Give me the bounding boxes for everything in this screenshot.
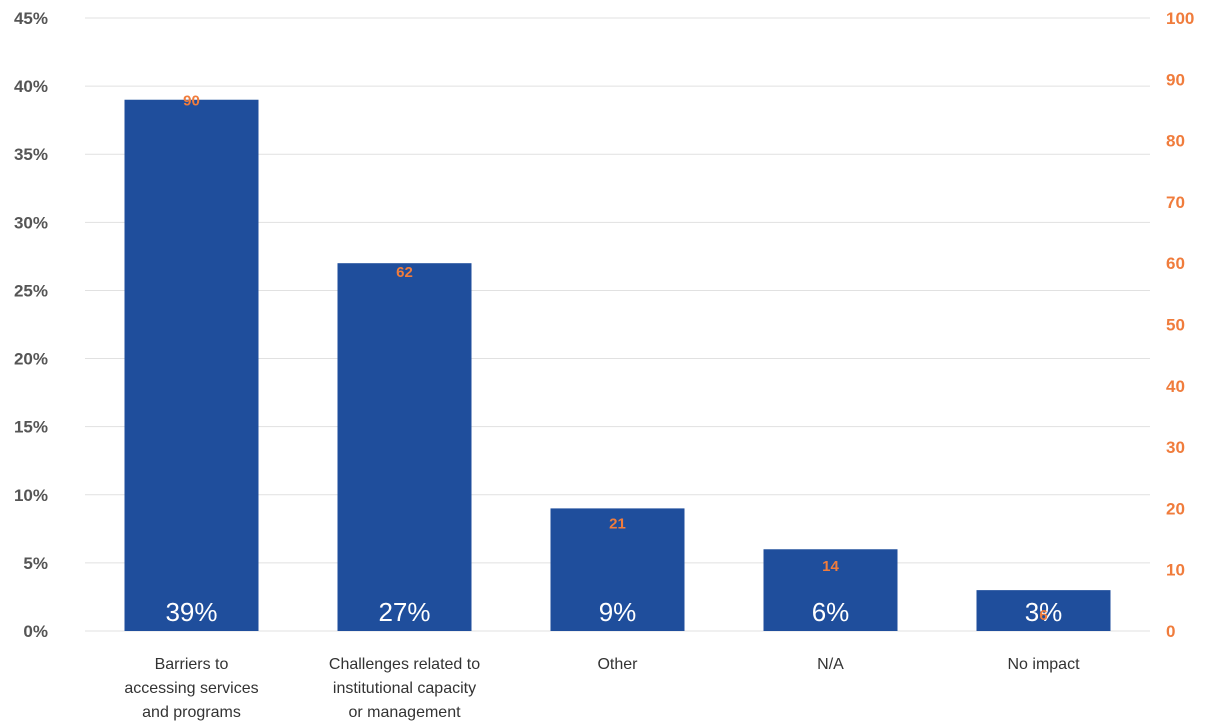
bar-group: 3%6 bbox=[976, 590, 1111, 631]
left-axis-tick-label: 40% bbox=[14, 77, 48, 96]
bar-count-label: 14 bbox=[822, 558, 839, 575]
left-axis-tick-label: 35% bbox=[14, 145, 48, 164]
left-axis-tick-label: 45% bbox=[14, 9, 48, 28]
left-axis-tick-label: 0% bbox=[23, 622, 48, 641]
category-label: Other bbox=[597, 656, 638, 673]
category-label: No impact bbox=[1007, 656, 1080, 673]
category-label-line: Other bbox=[597, 656, 638, 673]
left-axis-tick-label: 25% bbox=[14, 281, 48, 300]
bar-group: 9% 21 bbox=[550, 508, 685, 631]
left-axis-tick-label: 20% bbox=[14, 350, 48, 369]
left-axis-tick-label: 10% bbox=[14, 486, 48, 505]
left-axis: 0% 5% 10% 15% 20% 25% 30% 35% 40% 45% bbox=[14, 9, 48, 641]
right-axis-tick-label: 40 bbox=[1166, 377, 1185, 396]
bar bbox=[550, 508, 685, 631]
right-axis-tick-label: 90 bbox=[1166, 70, 1185, 89]
left-axis-tick-label: 15% bbox=[14, 418, 48, 437]
right-axis-tick-label: 70 bbox=[1166, 193, 1185, 212]
category-label-line: No impact bbox=[1007, 656, 1080, 673]
bar-count-label: 62 bbox=[396, 264, 413, 281]
category-label-line: institutional capacity bbox=[333, 680, 476, 697]
bar-count-label: 6 bbox=[1039, 607, 1047, 624]
right-axis-tick-label: 50 bbox=[1166, 316, 1185, 335]
right-axis-tick-label: 60 bbox=[1166, 254, 1185, 273]
right-axis-tick-label: 20 bbox=[1166, 499, 1185, 518]
left-axis-tick-label: 30% bbox=[14, 213, 48, 232]
bar-count-label: 21 bbox=[609, 515, 626, 532]
bar-percent-label: 6% bbox=[812, 597, 850, 627]
category-label-line: accessing services bbox=[124, 680, 258, 697]
bar bbox=[124, 99, 259, 631]
bar-percent-label: 39% bbox=[165, 597, 217, 627]
category-label-line: and programs bbox=[142, 704, 241, 721]
bar-percent-label: 3% bbox=[1025, 597, 1063, 627]
bar bbox=[763, 549, 898, 631]
right-axis-tick-label: 0 bbox=[1166, 622, 1175, 641]
bars: 39% 90 27% 62 9% 21 6% 14 3%6 bbox=[124, 92, 1111, 631]
bar-count-label: 90 bbox=[183, 92, 200, 109]
right-axis-tick-label: 100 bbox=[1166, 9, 1194, 28]
category-label-line: N/A bbox=[817, 656, 844, 673]
category-label: N/A bbox=[817, 656, 844, 673]
category-label: Barriers to accessing services and program… bbox=[124, 656, 258, 721]
left-axis-tick-label: 5% bbox=[23, 554, 48, 573]
bar-percent-label: 9% bbox=[599, 597, 637, 627]
bar-percent-label: 27% bbox=[378, 597, 430, 627]
right-axis-tick-label: 10 bbox=[1166, 561, 1185, 580]
right-axis: 0 10 20 30 40 50 60 70 80 90 100 bbox=[1166, 9, 1194, 641]
category-label-line: Barriers to bbox=[155, 656, 229, 673]
right-axis-tick-label: 30 bbox=[1166, 438, 1185, 457]
category-label-line: Challenges related to bbox=[329, 656, 480, 673]
category-labels: Barriers to accessing services and program… bbox=[124, 656, 1080, 721]
category-label-line: or management bbox=[348, 704, 461, 721]
right-axis-tick-label: 80 bbox=[1166, 132, 1185, 151]
bar bbox=[337, 263, 472, 631]
category-label: Challenges related to institutional capac… bbox=[329, 656, 480, 721]
bar-group: 6% 14 bbox=[763, 549, 898, 631]
bar bbox=[976, 590, 1111, 631]
bar-group: 27% 62 bbox=[337, 263, 472, 631]
gridlines bbox=[85, 17, 1150, 632]
bar-group: 39% 90 bbox=[124, 92, 259, 631]
